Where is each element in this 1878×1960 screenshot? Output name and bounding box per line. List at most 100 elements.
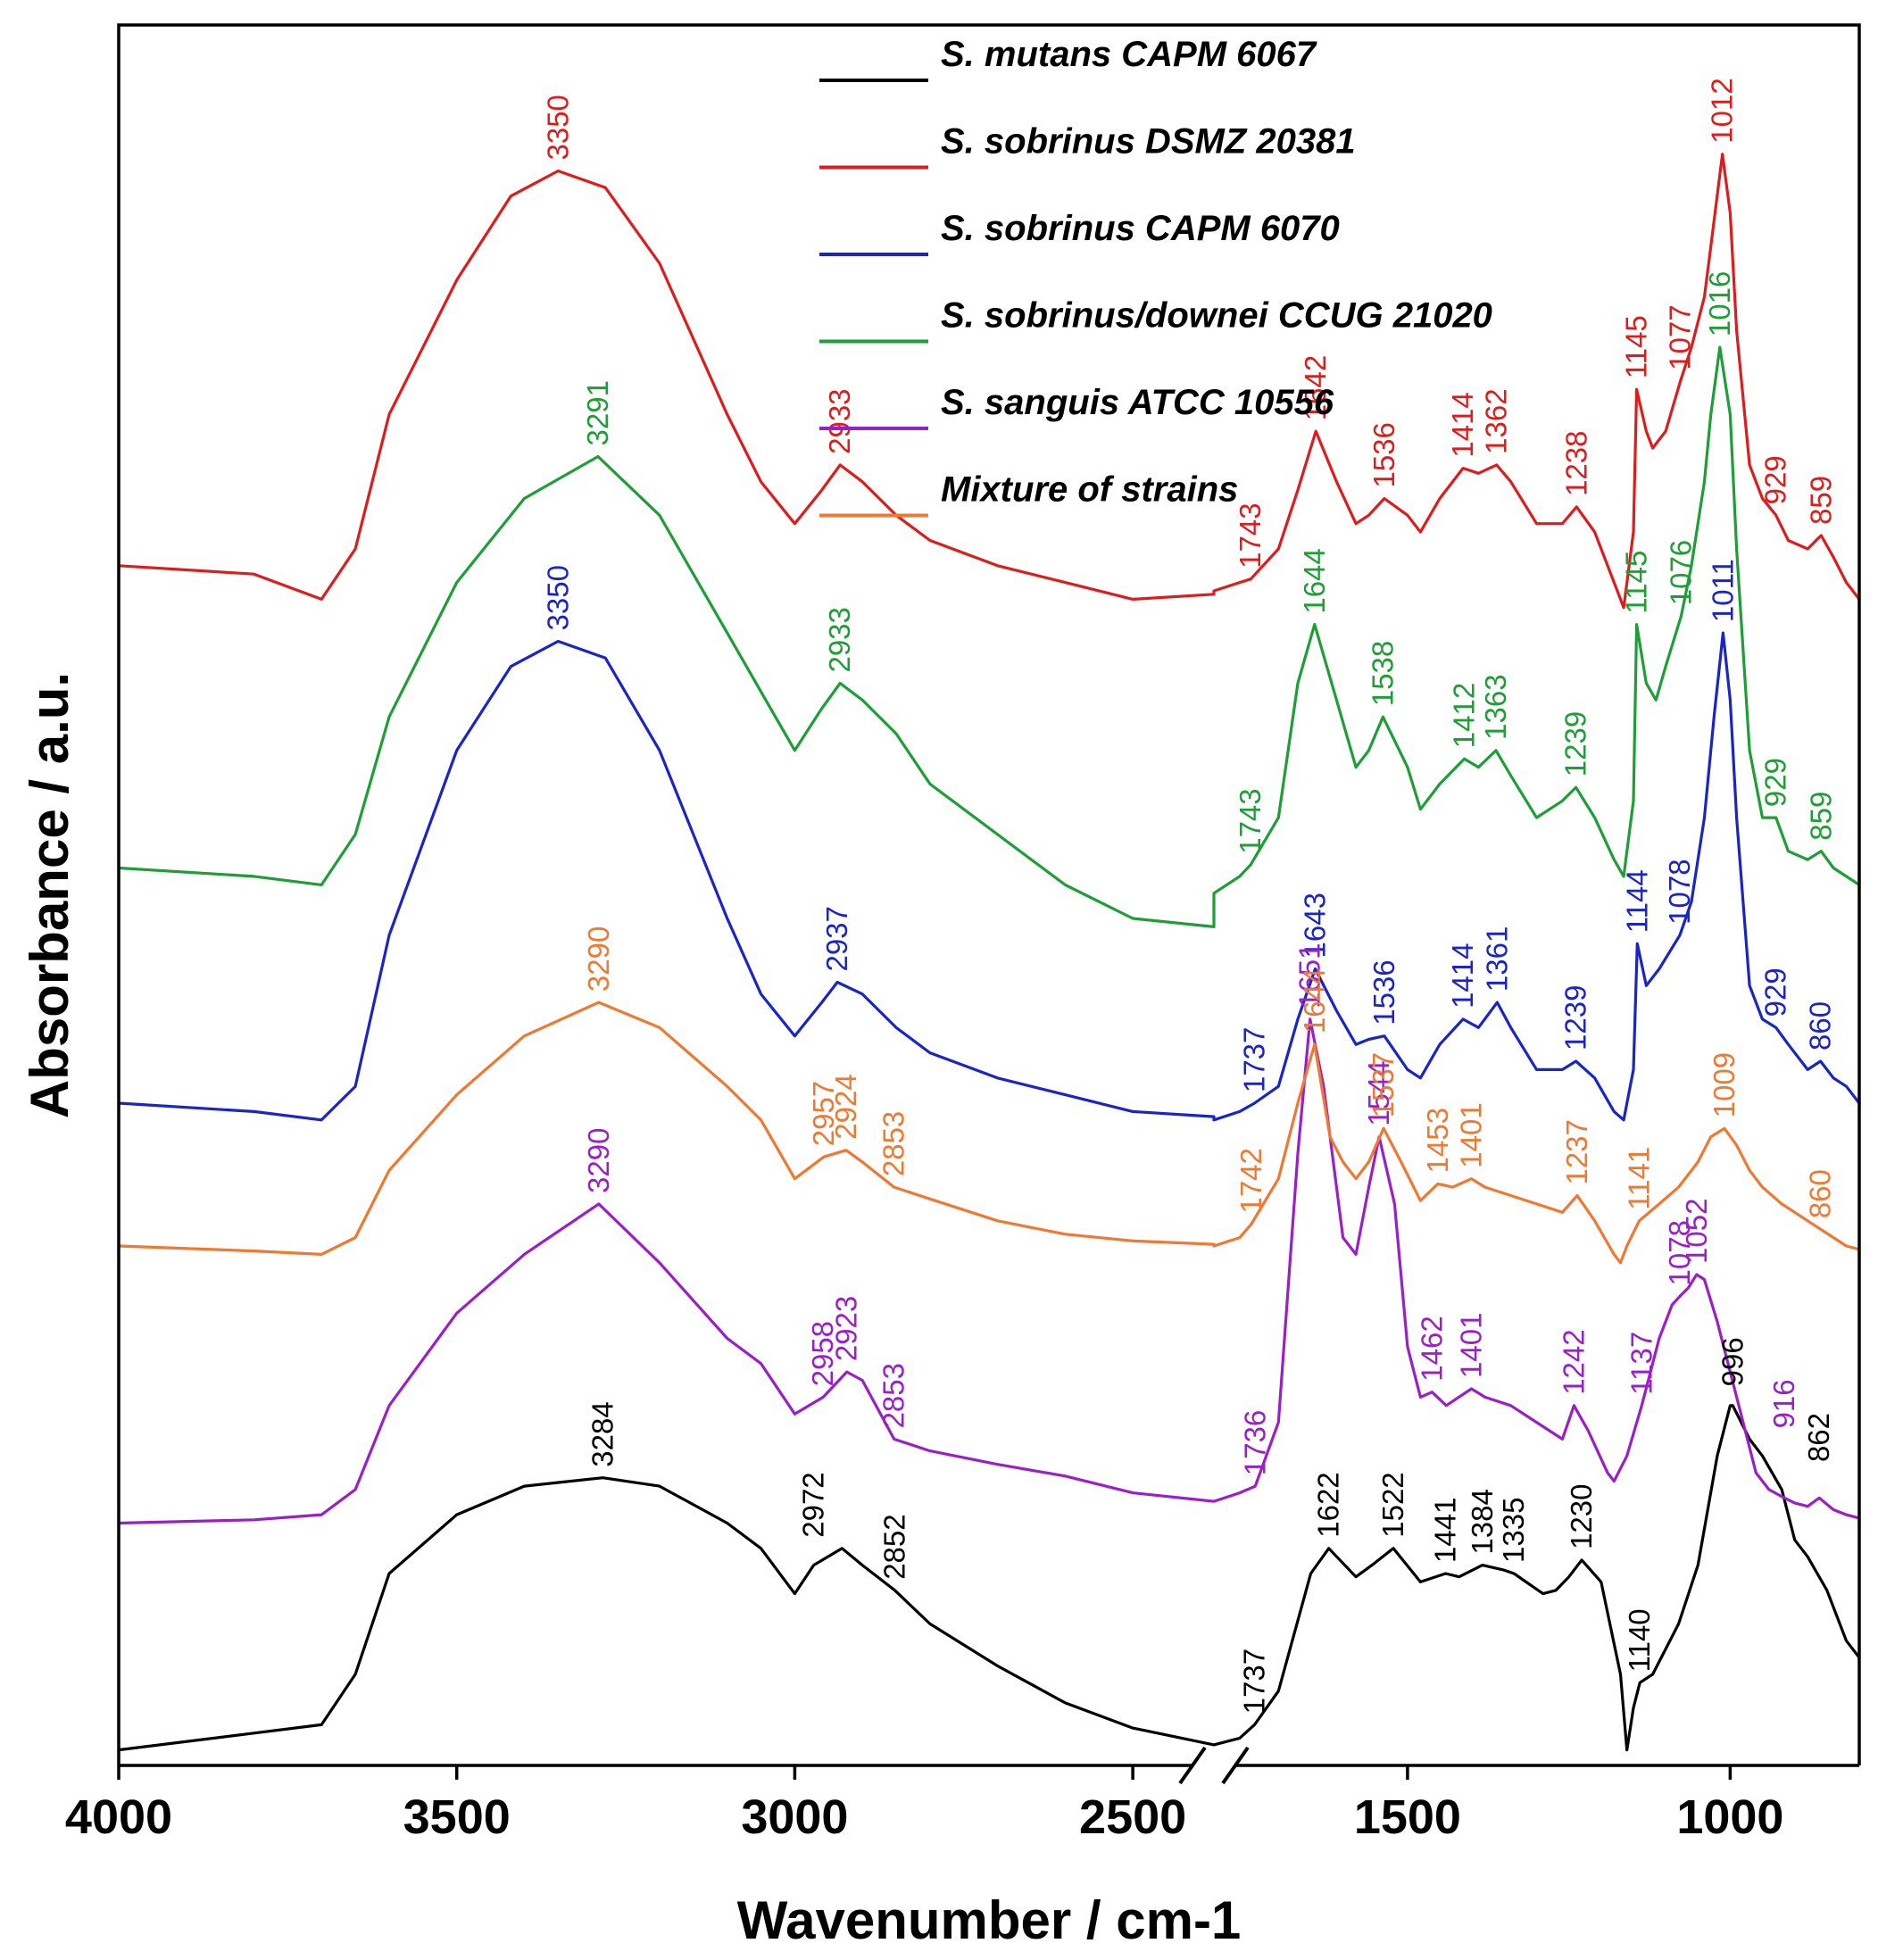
peak-label-s-mutans-capm-6067-862: 862: [1802, 1413, 1835, 1462]
peak-label-s-sobrinus-dsmz-20381-1743: 1743: [1234, 502, 1267, 568]
peak-label-s-mutans-capm-6067-1230: 1230: [1565, 1484, 1598, 1549]
legend-label-s-sanguis-atcc-10556: S. sanguis ATCC 10556: [941, 383, 1334, 422]
peak-label-s-sanguis-atcc-10556-1462: 1462: [1415, 1316, 1448, 1381]
peak-label-mixture-of-strains-1644: 1644: [1298, 968, 1331, 1034]
series-line-s-mutans-capm-6067: [117, 1404, 1861, 1752]
peak-label-s-mutans-capm-6067-1441: 1441: [1429, 1498, 1462, 1563]
peak-label-s-sanguis-atcc-10556-916: 916: [1767, 1379, 1800, 1428]
peak-label-s-sobrinus-capm-6070-1737: 1737: [1238, 1027, 1271, 1092]
peak-label-s-sobrinus-dsmz-20381-1238: 1238: [1559, 430, 1592, 495]
peak-label-mixture-of-strains-1537: 1537: [1367, 1052, 1400, 1117]
peak-label-s-sobrinus-dsmz-20381-1362: 1362: [1480, 388, 1513, 453]
peak-label-s-sobrinus-dsmz-20381-1145: 1145: [1620, 315, 1653, 378]
legend-label-s-sobrinus-downei-ccug-21020: S. sobrinus/downei CCUG 21020: [941, 296, 1492, 336]
peak-label-s-sobrinus-dsmz-20381-1077: 1077: [1664, 304, 1697, 370]
legend-label-mixture-of-strains: Mixture of strains: [941, 470, 1238, 510]
peak-label-s-sobrinus-capm-6070-929: 929: [1759, 968, 1792, 1017]
peak-label-s-sobrinus-dsmz-20381-1536: 1536: [1367, 422, 1400, 487]
series-line-s-sobrinus-capm-6070: [117, 631, 1861, 1122]
peak-label-s-sobrinus-capm-6070-860: 860: [1804, 1001, 1837, 1051]
peak-label-s-sobrinus-downei-ccug-21020-3291: 3291: [581, 380, 614, 445]
peak-label-s-sanguis-atcc-10556-2923: 2923: [830, 1296, 863, 1361]
axis-break-marker: //: [1178, 1746, 1250, 1785]
series-line-s-sobrinus-dsmz-20381: [117, 153, 1861, 610]
series-line-s-sanguis-atcc-10556: [117, 1017, 1861, 1525]
peak-label-mixture-of-strains-1141: 1141: [1622, 1147, 1655, 1210]
peak-label-s-sanguis-atcc-10556-1401: 1401: [1454, 1313, 1487, 1378]
peak-label-s-sanguis-atcc-10556-1078: 1078: [1663, 1220, 1696, 1285]
peak-label-s-mutans-capm-6067-996: 996: [1716, 1337, 1749, 1386]
peak-label-s-sobrinus-capm-6070-1536: 1536: [1367, 959, 1400, 1025]
axis-break-slash-1: [1178, 1746, 1207, 1785]
peak-label-s-mutans-capm-6067-1737: 1737: [1238, 1649, 1271, 1714]
peak-label-s-sobrinus-downei-ccug-21020-1239: 1239: [1559, 711, 1592, 777]
peak-label-s-sobrinus-downei-ccug-21020-1076: 1076: [1664, 540, 1697, 605]
series-layer: [117, 153, 1861, 1752]
plot-frame: //: [117, 23, 1861, 1785]
peak-label-s-sobrinus-capm-6070-1414: 1414: [1446, 943, 1479, 1008]
peak-label-mixture-of-strains-2924: 2924: [829, 1074, 862, 1139]
peak-label-s-sanguis-atcc-10556-2958: 2958: [806, 1321, 839, 1386]
peak-label-mixture-of-strains-1453: 1453: [1421, 1108, 1454, 1173]
peak-label-s-mutans-capm-6067-1522: 1522: [1376, 1472, 1409, 1537]
peak-label-mixture-of-strains-1009: 1009: [1708, 1052, 1741, 1117]
legend-label-s-sobrinus-dsmz-20381: S. sobrinus DSMZ 20381: [941, 122, 1356, 162]
peak-label-s-mutans-capm-6067-2972: 2972: [797, 1472, 830, 1537]
peak-label-s-mutans-capm-6067-1140: 1140: [1623, 1608, 1656, 1672]
peak-label-s-sobrinus-capm-6070-1144: 1144: [1620, 869, 1653, 933]
peak-label-s-sobrinus-downei-ccug-21020-1412: 1412: [1448, 683, 1481, 748]
peak-label-s-sanguis-atcc-10556-3290: 3290: [582, 1128, 615, 1193]
peak-label-mixture-of-strains-3290: 3290: [582, 926, 615, 992]
peak-label-s-sobrinus-dsmz-20381-1012: 1012: [1706, 78, 1739, 143]
peak-label-s-sobrinus-capm-6070-3350: 3350: [541, 565, 574, 630]
peak-label-s-mutans-capm-6067-3284: 3284: [586, 1401, 619, 1466]
peak-label-s-sobrinus-downei-ccug-21020-2933: 2933: [823, 607, 856, 672]
x-tick-label-2500: 2500: [1079, 1790, 1186, 1844]
peak-label-s-mutans-capm-6067-2852: 2852: [878, 1514, 911, 1579]
peak-label-s-sobrinus-dsmz-20381-929: 929: [1759, 455, 1792, 504]
peak-label-s-sobrinus-capm-6070-1011: 1011: [1706, 559, 1739, 622]
peak-label-s-sobrinus-downei-ccug-21020-859: 859: [1804, 792, 1837, 841]
x-axis-title: Wavenumber / cm-1: [737, 1890, 1242, 1950]
peak-label-s-sobrinus-capm-6070-2937: 2937: [820, 906, 853, 971]
peak-label-s-sanguis-atcc-10556-1052: 1052: [1680, 1199, 1713, 1264]
peak-label-s-sanguis-atcc-10556-1137: 1137: [1625, 1332, 1658, 1395]
x-axis-ticks: 4000 3500 3000 2500 1500 1000: [65, 1765, 1783, 1844]
x-tick-label-4000: 4000: [65, 1790, 172, 1844]
legend: S. mutans CAPM 6067 S. sobrinus DSMZ 2038…: [819, 35, 1492, 518]
peak-label-s-mutans-capm-6067-1335: 1335: [1497, 1498, 1530, 1563]
peak-label-s-sobrinus-capm-6070-1078: 1078: [1663, 859, 1696, 924]
peak-label-s-sobrinus-downei-ccug-21020-1363: 1363: [1479, 674, 1512, 739]
axis-break-slash-2: [1221, 1746, 1250, 1785]
peak-label-mixture-of-strains-2957: 2957: [807, 1081, 840, 1146]
peak-label-s-sobrinus-capm-6070-1643: 1643: [1299, 893, 1332, 958]
plot-frame-border: [117, 23, 1861, 1765]
x-tick-label-3500: 3500: [403, 1790, 511, 1844]
peak-label-s-sobrinus-downei-ccug-21020-1145: 1145: [1620, 551, 1653, 614]
legend-label-s-sobrinus-capm-6070: S. sobrinus CAPM 6070: [941, 209, 1340, 248]
peak-label-s-sobrinus-dsmz-20381-1414: 1414: [1446, 392, 1479, 457]
y-axis-title: Absorbance / a.u.: [20, 672, 79, 1118]
series-line-s-sobrinus-downei-ccug-21020: [117, 345, 1861, 928]
peak-label-mixture-of-strains-860: 860: [1804, 1169, 1837, 1218]
peak-label-mixture-of-strains-1742: 1742: [1234, 1148, 1267, 1213]
peak-label-s-sobrinus-downei-ccug-21020-1644: 1644: [1298, 548, 1331, 613]
peak-label-s-sanguis-atcc-10556-1736: 1736: [1238, 1410, 1271, 1475]
peak-label-s-sobrinus-dsmz-20381-2933: 2933: [823, 388, 856, 453]
peak-label-s-sobrinus-downei-ccug-21020-929: 929: [1759, 758, 1792, 807]
peak-label-s-sobrinus-capm-6070-1239: 1239: [1559, 985, 1592, 1051]
legend-label-s-mutans-capm-6067: S. mutans CAPM 6067: [941, 35, 1317, 74]
peak-label-s-sobrinus-capm-6070-1361: 1361: [1480, 926, 1513, 992]
peak-label-s-sanguis-atcc-10556-2853: 2853: [877, 1363, 910, 1428]
x-tick-label-3000: 3000: [741, 1790, 848, 1844]
peak-label-s-sanguis-atcc-10556-1242: 1242: [1557, 1329, 1590, 1394]
peak-label-s-sanguis-atcc-10556-1544: 1544: [1362, 1060, 1395, 1125]
peak-label-s-sobrinus-downei-ccug-21020-1743: 1743: [1234, 788, 1267, 853]
peak-label-s-sobrinus-dsmz-20381-1642: 1642: [1299, 355, 1332, 420]
x-tick-label-1000: 1000: [1676, 1790, 1783, 1844]
peak-label-mixture-of-strains-2853: 2853: [877, 1111, 910, 1176]
peak-label-mixture-of-strains-1237: 1237: [1560, 1119, 1593, 1184]
